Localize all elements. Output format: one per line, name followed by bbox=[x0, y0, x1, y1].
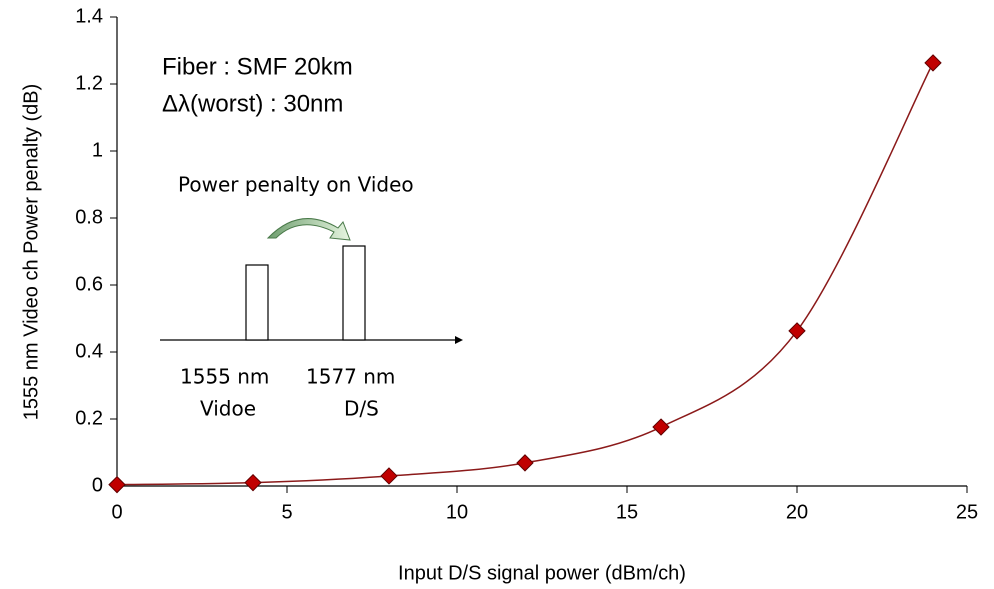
annotation: Power penalty on Video bbox=[178, 173, 414, 197]
x-tick-label: 5 bbox=[281, 501, 292, 523]
annotation: D/S bbox=[344, 397, 379, 421]
y-tick-label: 0.4 bbox=[75, 340, 103, 362]
annotation: 1577 nm bbox=[306, 365, 395, 389]
inset-bar-ds bbox=[342, 245, 366, 341]
annotation: Vidoe bbox=[200, 397, 256, 421]
inset-bar-video bbox=[245, 264, 269, 341]
data-point bbox=[244, 473, 262, 492]
data-point bbox=[108, 475, 126, 494]
data-point bbox=[380, 467, 398, 485]
x-tick-label: 20 bbox=[786, 501, 808, 523]
x-tick-label: 25 bbox=[956, 501, 978, 523]
annotation: 1555 nm bbox=[180, 365, 269, 389]
annotation: Δλ(worst) : 30nm bbox=[162, 90, 343, 117]
y-tick-label: 0.6 bbox=[75, 273, 103, 295]
x-axis-label: Input D/S signal power (dBm/ch) bbox=[398, 562, 686, 584]
y-tick-label: 1 bbox=[92, 139, 103, 161]
data-point bbox=[788, 322, 806, 340]
y-tick-label: 0.8 bbox=[75, 206, 103, 228]
x-tick-label: 15 bbox=[616, 501, 638, 523]
y-tick-label: 0.2 bbox=[75, 407, 103, 429]
data-point bbox=[516, 454, 534, 472]
x-tick-label: 10 bbox=[446, 501, 468, 523]
inset-arrowhead bbox=[455, 336, 463, 344]
data-point bbox=[652, 418, 670, 436]
annotation: Fiber : SMF 20km bbox=[162, 53, 353, 80]
y-tick-label: 1.4 bbox=[75, 5, 103, 27]
x-tick-label: 0 bbox=[111, 501, 122, 523]
series-line bbox=[116, 62, 934, 486]
inset-curved-arrow bbox=[266, 218, 351, 241]
data-point bbox=[924, 54, 942, 72]
y-axis-label: 1555 nm Video ch Power penalty (dB) bbox=[20, 84, 42, 421]
y-tick-label: 1.2 bbox=[75, 72, 103, 94]
inset-diagram bbox=[160, 218, 463, 344]
y-tick-label: 0 bbox=[92, 474, 103, 496]
